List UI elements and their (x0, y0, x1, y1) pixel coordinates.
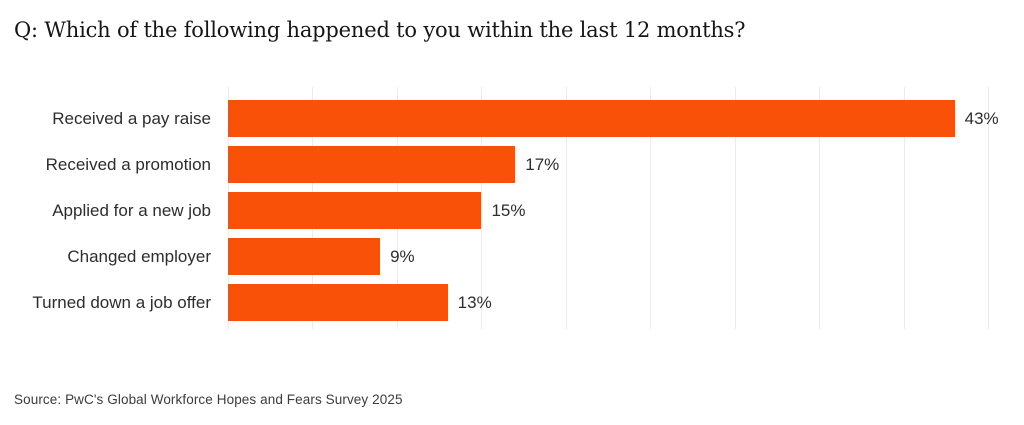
bar-area: 13% (228, 283, 1024, 329)
bar (228, 100, 955, 137)
gridline (650, 87, 652, 329)
bar-row: Applied for a new job 15% (0, 191, 1024, 237)
gridline (481, 87, 483, 329)
value-label: 43% (964, 109, 999, 128)
bar-chart: Received a pay raise 43% Received a prom… (0, 87, 1024, 329)
value-label: 15% (491, 201, 526, 220)
bar-row: Turned down a job offer 13% (0, 283, 1024, 329)
gridline (903, 87, 905, 329)
bar-area: 17% (228, 145, 1024, 191)
bar (228, 192, 482, 229)
gridline (819, 87, 821, 329)
bar-area: 15% (228, 191, 1024, 237)
category-label: Changed employer (67, 247, 211, 266)
bar (228, 284, 448, 321)
bar-row: Changed employer 9% (0, 237, 1024, 283)
value-label: 9% (390, 247, 415, 266)
value-label: 13% (457, 293, 492, 312)
gridline (565, 87, 567, 329)
gridline (988, 87, 990, 329)
category-label: Received a pay raise (52, 109, 211, 128)
chart-question-title: Q: Which of the following happened to yo… (14, 18, 746, 42)
bar-area: 9% (228, 237, 1024, 283)
bar-rows: Received a pay raise 43% Received a prom… (0, 87, 1024, 329)
bar-row: Received a pay raise 43% (0, 99, 1024, 145)
bar (228, 146, 516, 183)
category-label: Applied for a new job (52, 201, 211, 220)
value-label: 17% (525, 155, 560, 174)
bar-row: Received a promotion 17% (0, 145, 1024, 191)
bar (228, 238, 381, 275)
category-label: Turned down a job offer (32, 293, 211, 312)
source-note: Source: PwC's Global Workforce Hopes and… (14, 392, 403, 407)
category-label: Received a promotion (45, 155, 211, 174)
gridline (734, 87, 736, 329)
bar-area: 43% (228, 99, 1024, 145)
